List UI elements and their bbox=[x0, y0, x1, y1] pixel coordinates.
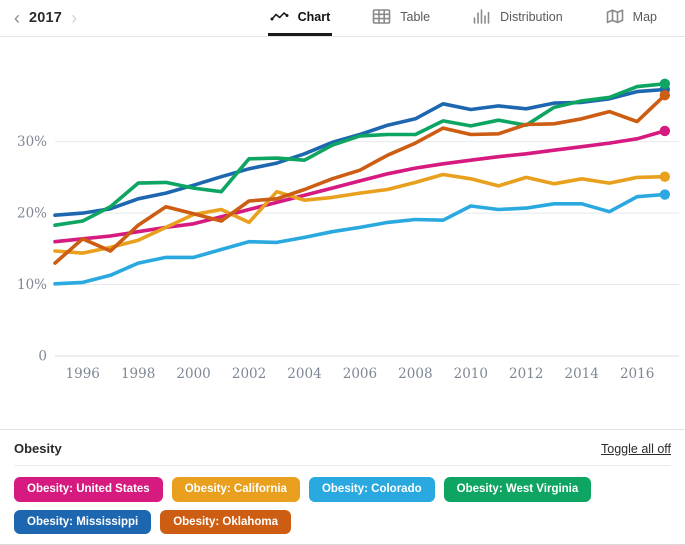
year-navigator: ‹ 2017 › bbox=[0, 0, 79, 36]
legend-pill-colorado[interactable]: Obesity: Colorado bbox=[308, 477, 435, 502]
line-chart[interactable]: 0 10% 20% 30% 1996 1998 2000 2002 2004 2006 2008 20… bbox=[0, 37, 685, 429]
series-endpoint-dot bbox=[659, 90, 671, 101]
distribution-icon bbox=[472, 8, 491, 25]
map-icon bbox=[605, 8, 624, 25]
legend-pills: Obesity: United States Obesity: Californi… bbox=[14, 477, 671, 535]
legend-pill-west-virginia[interactable]: Obesity: West Virginia bbox=[443, 477, 592, 502]
tab-label: Map bbox=[632, 9, 657, 24]
series-endpoint-dot bbox=[659, 125, 671, 137]
y-axis-label: 20% bbox=[17, 206, 47, 222]
prev-year-chevron-icon[interactable]: ‹ bbox=[14, 8, 20, 28]
tab-label: Table bbox=[400, 9, 431, 24]
series-line-oklahoma[interactable] bbox=[53, 93, 667, 265]
x-axis-label: 1998 bbox=[121, 366, 155, 382]
year-label: 2017 bbox=[29, 10, 63, 26]
y-axis-label: 10% bbox=[17, 277, 47, 293]
series-endpoint-dot bbox=[659, 78, 671, 89]
next-year-chevron-icon[interactable]: › bbox=[71, 8, 78, 28]
tab-distribution[interactable]: Distribution bbox=[470, 0, 565, 36]
series-endpoint-dot bbox=[659, 189, 671, 200]
x-axis-label: 2016 bbox=[620, 366, 654, 382]
legend-title: Obesity bbox=[14, 441, 62, 456]
x-axis-label: 2010 bbox=[454, 366, 488, 382]
y-axis-label: 30% bbox=[17, 134, 47, 150]
series-line-west-virginia[interactable] bbox=[53, 81, 667, 227]
series-line-california[interactable] bbox=[53, 172, 667, 255]
line-chart-icon bbox=[270, 8, 289, 25]
toggle-all-off-link[interactable]: Toggle all off bbox=[601, 441, 671, 456]
x-axis-label: 2014 bbox=[565, 366, 599, 382]
x-axis-label: 1996 bbox=[66, 366, 100, 382]
legend-section: Obesity Toggle all off Obesity: United S… bbox=[0, 429, 685, 544]
tab-table[interactable]: Table bbox=[370, 0, 432, 36]
chart-area: 0 10% 20% 30% 1996 1998 2000 2002 2004 2006 2008 20… bbox=[0, 37, 685, 429]
x-axis-label: 2008 bbox=[398, 366, 432, 382]
tab-chart[interactable]: Chart bbox=[267, 0, 333, 36]
legend-header: Obesity Toggle all off bbox=[14, 441, 671, 466]
view-tabs: Chart Table Distribution Map bbox=[267, 0, 685, 36]
series-endpoint-dot bbox=[659, 171, 671, 182]
series-line-mississippi[interactable] bbox=[53, 87, 667, 217]
header-bar: ‹ 2017 › Chart Table Distribution Map bbox=[0, 0, 685, 37]
table-icon bbox=[372, 8, 391, 25]
series-line-colorado[interactable] bbox=[53, 192, 667, 286]
x-axis-label: 2004 bbox=[287, 366, 321, 382]
x-axis-label: 2012 bbox=[509, 366, 543, 382]
x-axis-label: 2002 bbox=[232, 366, 266, 382]
x-axis-label: 2006 bbox=[343, 366, 377, 382]
legend-pill-california[interactable]: Obesity: California bbox=[171, 477, 300, 502]
y-axis-label: 0 bbox=[38, 349, 47, 365]
legend-pill-united-states[interactable]: Obesity: United States bbox=[14, 477, 163, 502]
legend-pill-oklahoma[interactable]: Obesity: Oklahoma bbox=[160, 509, 292, 535]
tab-label: Distribution bbox=[500, 9, 563, 24]
tab-label: Chart bbox=[297, 9, 331, 24]
x-axis-label: 2000 bbox=[176, 366, 210, 382]
legend-pill-mississippi[interactable]: Obesity: Mississippi bbox=[14, 509, 152, 535]
series-line-united-states[interactable] bbox=[53, 129, 667, 244]
tab-map[interactable]: Map bbox=[603, 0, 659, 36]
